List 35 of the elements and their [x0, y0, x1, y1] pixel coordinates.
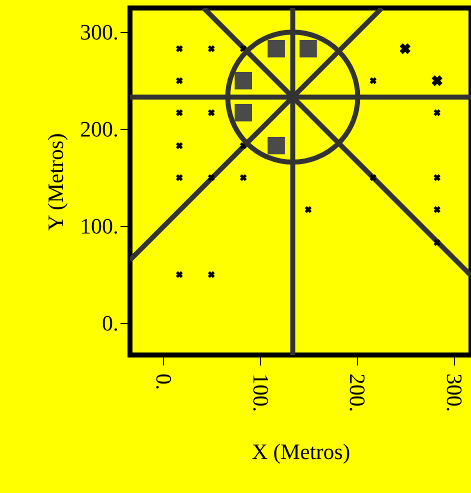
- point: [300, 40, 317, 58]
- point: [370, 174, 377, 182]
- point: [268, 136, 285, 154]
- point: [208, 109, 215, 116]
- point: [400, 43, 411, 54]
- point: [432, 75, 443, 86]
- point: [434, 206, 441, 214]
- point: [176, 109, 183, 116]
- point: [434, 174, 441, 182]
- point: [176, 77, 183, 84]
- point: [240, 174, 247, 182]
- x-tick-label: 0.: [151, 374, 176, 390]
- point: [234, 104, 252, 122]
- x-tick-label: 300.: [442, 374, 468, 412]
- x-axis-title: X (Metros): [252, 439, 350, 464]
- y-tick-label: 200.: [80, 116, 118, 142]
- point: [370, 77, 377, 84]
- point: [176, 142, 183, 150]
- point: [208, 271, 215, 278]
- point: [208, 45, 215, 52]
- point: [304, 206, 312, 214]
- point: [434, 109, 441, 116]
- point: [208, 174, 215, 182]
- y-axis-title: Y (Metros): [43, 133, 68, 231]
- point: [176, 45, 183, 52]
- y-tick-label: 0.: [102, 310, 118, 336]
- point: [176, 174, 183, 182]
- x-tick-label: 100.: [248, 374, 274, 412]
- x-tick-label: 200.: [345, 374, 370, 412]
- point: [234, 72, 252, 90]
- y-tick-label: 300.: [80, 20, 118, 45]
- y-tick-label: 100.: [80, 214, 118, 239]
- point: [434, 239, 441, 246]
- point: [268, 40, 285, 58]
- point: [176, 271, 183, 278]
